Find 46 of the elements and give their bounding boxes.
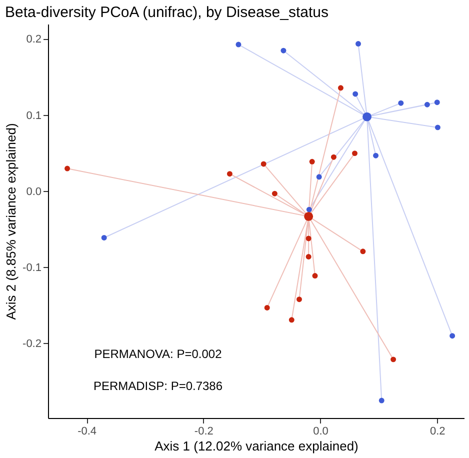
y-tick-label: 0.2: [26, 34, 42, 46]
point: [424, 102, 430, 108]
point: [272, 190, 278, 196]
chart-title: Beta-diversity PCoA (unifrac), by Disease_status: [5, 4, 329, 21]
y-axis-title: Axis 2 (8.85% variance explained): [4, 123, 19, 320]
point: [390, 356, 396, 362]
point: [296, 296, 302, 302]
y-tick-label: -0.2: [22, 338, 42, 350]
point: [450, 333, 456, 339]
point: [373, 152, 379, 158]
y-tick-label: 0.0: [26, 186, 42, 198]
point: [309, 158, 315, 164]
point: [280, 48, 286, 54]
point: [330, 154, 336, 160]
point: [398, 100, 404, 106]
point: [226, 171, 232, 177]
x-tick-label: -0.4: [78, 426, 97, 438]
point: [352, 91, 358, 97]
annotation: PERMANOVA: P=0.002: [94, 347, 222, 361]
point: [352, 150, 358, 156]
x-axis-title: Axis 1 (12.02% variance explained): [154, 438, 358, 454]
point: [260, 161, 266, 167]
point: [264, 304, 270, 310]
point: [306, 236, 312, 242]
annotation: PERMADISP: P=0.7386: [93, 379, 223, 393]
y-tick-label: 0.1: [26, 110, 42, 122]
point: [312, 273, 318, 278]
point: [306, 254, 312, 260]
point: [434, 124, 440, 130]
point: [356, 41, 361, 47]
x-tick-label: -0.2: [194, 426, 214, 438]
point: [338, 85, 344, 91]
point: [316, 174, 322, 180]
point: [236, 42, 242, 48]
point: [64, 166, 70, 172]
y-tick-label: -0.1: [22, 262, 42, 274]
point: [360, 248, 366, 254]
point: [362, 112, 372, 122]
x-tick-label: 0.0: [313, 426, 328, 438]
point: [288, 317, 294, 323]
x-tick-label: 0.2: [430, 426, 446, 438]
point: [378, 398, 384, 404]
point: [304, 212, 314, 221]
point: [306, 206, 312, 212]
point: [101, 235, 107, 240]
point: [434, 100, 440, 106]
